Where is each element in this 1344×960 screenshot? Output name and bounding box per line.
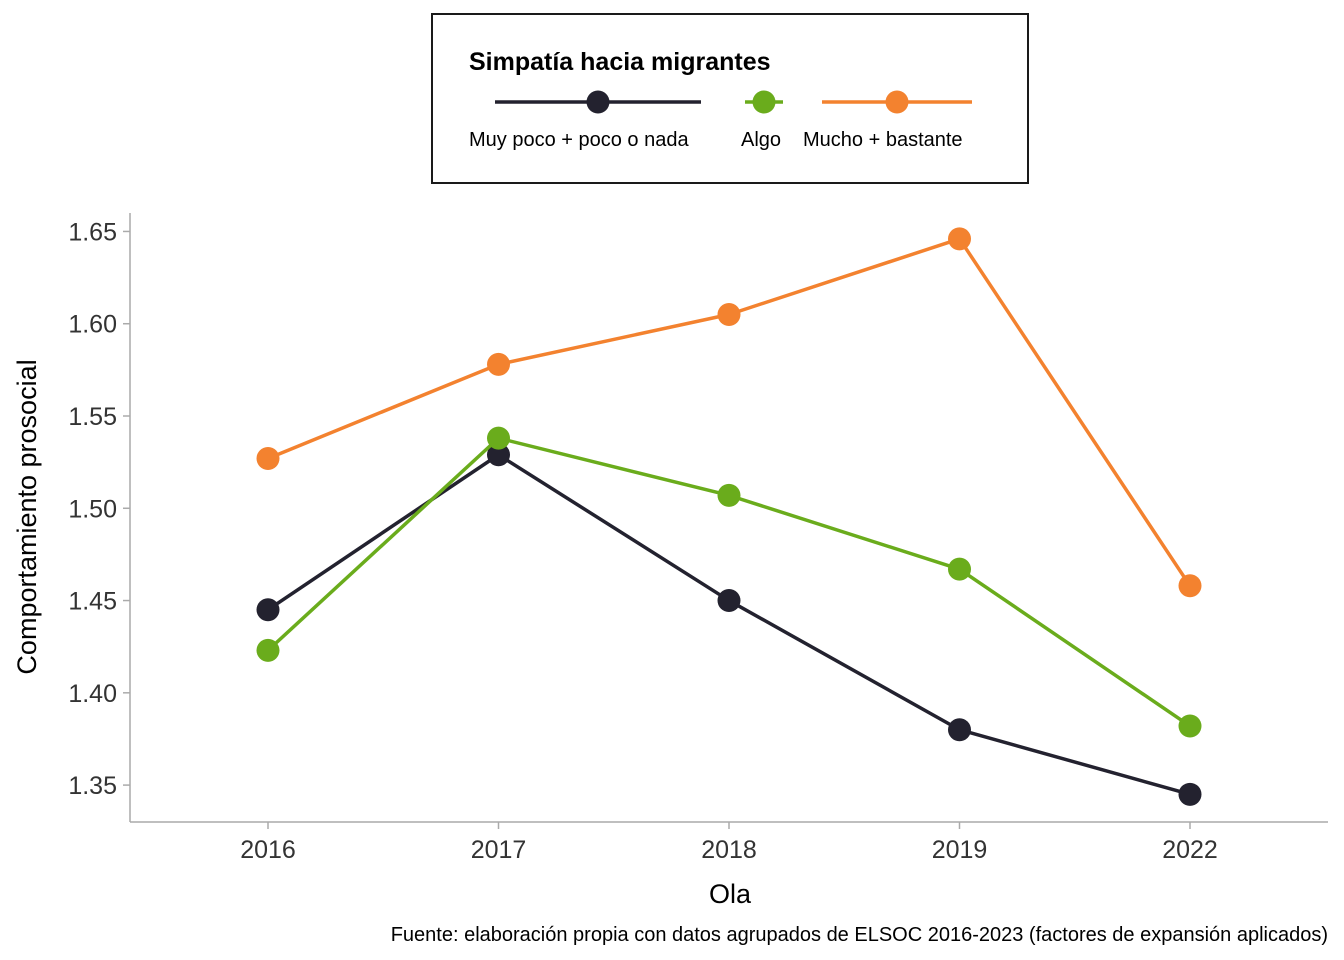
y-tick-label: 1.50	[68, 495, 117, 523]
data-point-muy-poco	[948, 718, 971, 742]
x-tick-label: 2022	[1162, 836, 1218, 864]
y-tick-label: 1.65	[68, 218, 117, 246]
x-tick-label: 2019	[932, 836, 988, 864]
data-point-muy-poco	[1178, 782, 1202, 806]
data-point-algo	[717, 483, 741, 507]
data-point-mucho	[487, 352, 510, 376]
legend-key-algo	[745, 90, 783, 114]
series-line-algo	[266, 436, 1191, 728]
data-point-algo	[948, 557, 971, 581]
y-tick-label: 1.60	[68, 311, 117, 339]
x-tick-label: 2018	[701, 836, 757, 864]
y-tick-label: 1.35	[68, 772, 117, 800]
y-tick-label: 1.55	[68, 403, 117, 431]
data-point-muy-poco	[717, 589, 741, 613]
axes: 1.35 1.40 1.45 1.50 1.55 1.60 1.65 2016 2017 201…	[68, 213, 1328, 864]
y-axis-title: Comportamiento prosocial	[12, 359, 42, 674]
data-point-mucho	[1178, 574, 1202, 598]
series-group	[256, 426, 1202, 738]
data-point-muy-poco	[256, 598, 280, 622]
y-tick-label: 1.40	[68, 680, 117, 708]
data-point-algo	[1178, 714, 1202, 738]
source-caption: Fuente: elaboración propia con datos agr…	[391, 924, 1328, 946]
legend-label-algo: Algo	[741, 129, 781, 151]
data-point-mucho	[256, 446, 280, 470]
data-point-mucho	[717, 303, 741, 326]
series-group	[256, 227, 1202, 598]
series-group	[256, 443, 1202, 806]
data-point-algo	[487, 426, 510, 450]
x-tick-label: 2016	[240, 836, 296, 864]
x-axis-title: Ola	[709, 879, 752, 909]
legend-key-muy-poco	[495, 90, 701, 114]
legend-title: Simpatía hacia migrantes	[469, 48, 771, 76]
legend-key-mucho	[822, 90, 972, 114]
series-line-mucho	[267, 237, 1192, 587]
y-tick-label: 1.45	[68, 588, 117, 616]
data-point-muy-poco	[487, 443, 510, 467]
legend-box	[431, 13, 1029, 184]
data-point-algo	[256, 638, 280, 662]
plot-area	[256, 227, 1202, 806]
legend-label-muy-poco: Muy poco + poco o nada	[469, 129, 689, 151]
legend: Simpatía hacia migrantes Muy poco + poco…	[431, 13, 1029, 184]
data-point-mucho	[948, 227, 971, 251]
x-tick-label: 2017	[471, 836, 527, 864]
legend-label-mucho: Mucho + bastante	[803, 129, 963, 151]
